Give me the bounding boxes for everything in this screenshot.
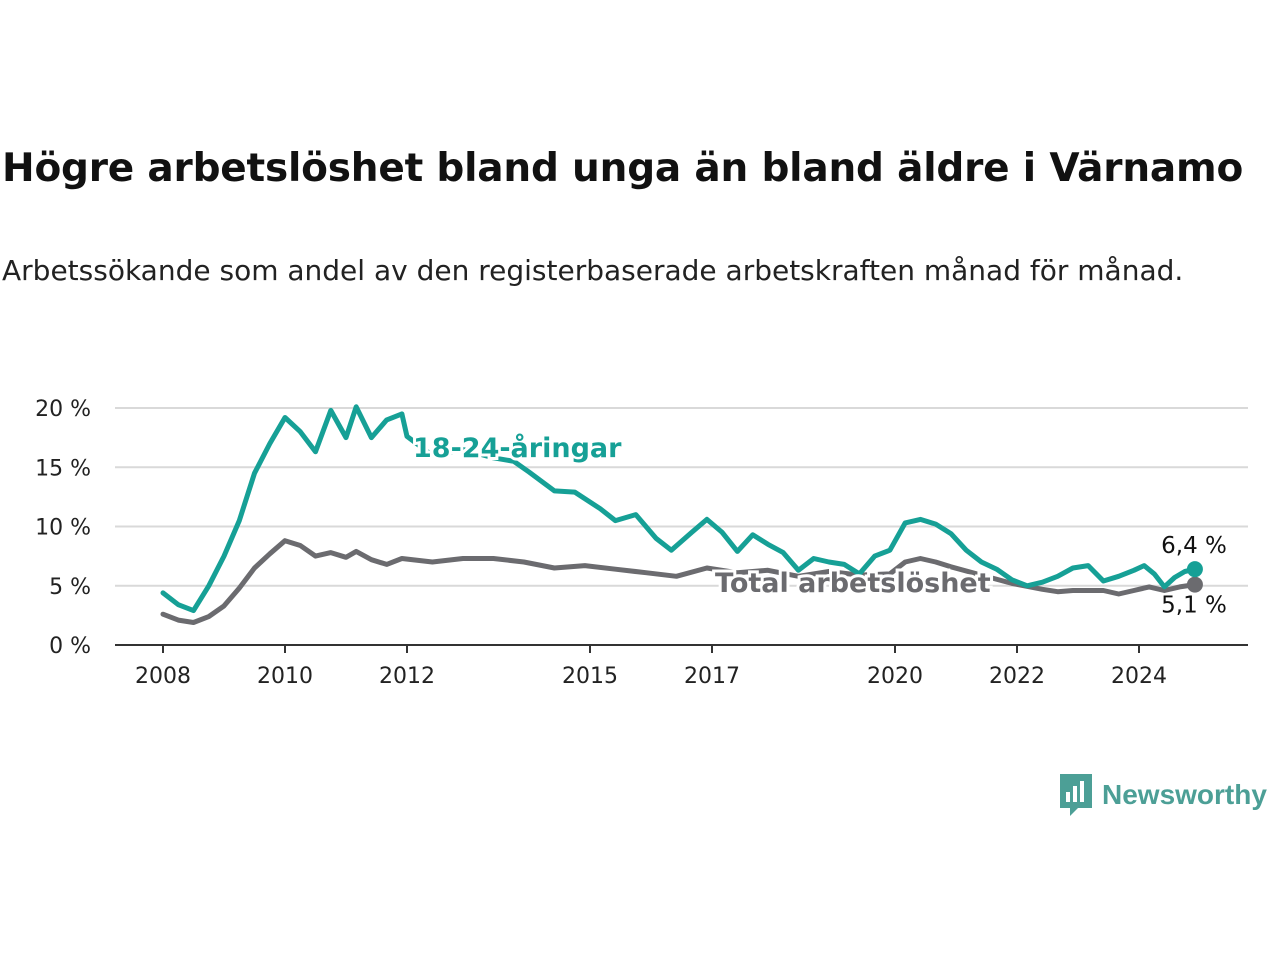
chart-title: Högre arbetslöshet bland unga än bland ä… xyxy=(2,146,1244,191)
brand-logo: Newsworthy xyxy=(1058,772,1267,818)
series-label-total: Total arbetslöshet xyxy=(715,568,991,599)
y-tick-label: 15 % xyxy=(35,456,91,481)
y-tick-label: 5 % xyxy=(49,575,91,600)
y-tick-label: 10 % xyxy=(35,516,91,541)
x-tick-label: 2012 xyxy=(379,664,435,689)
x-tick-label: 2015 xyxy=(562,664,618,689)
series-lines xyxy=(160,404,1203,625)
end-point-youth xyxy=(1186,561,1203,578)
x-tick-label: 2008 xyxy=(135,664,191,689)
end-label-total: 5,1 % xyxy=(1161,593,1227,619)
series-label-youth: 18-24-åringar xyxy=(413,432,622,464)
x-tick-label: 2010 xyxy=(257,664,313,689)
y-tick-label: 0 % xyxy=(49,634,91,659)
x-tick-label: 2020 xyxy=(867,664,923,689)
series-line-youth xyxy=(160,404,1198,614)
gridlines xyxy=(115,407,1248,587)
chart-subtitle: Arbetssökande som andel av den registerb… xyxy=(2,254,1184,287)
x-tick-label: 2022 xyxy=(989,664,1045,689)
brand-name: Newsworthy xyxy=(1102,779,1267,810)
series-line-total xyxy=(160,538,1198,625)
end-point-total xyxy=(1186,576,1203,593)
x-tick-label: 2024 xyxy=(1111,664,1167,689)
x-tick-label: 2017 xyxy=(684,664,740,689)
line-chart: 0 %5 %10 %15 %20 % 2008 2010 2012 2015 2017 2… xyxy=(35,397,1248,689)
newsworthy-logo-icon xyxy=(1060,774,1092,816)
series-labels: 18-24-åringar Total arbetslöshet 6,4 % 5,1 … xyxy=(410,429,1227,619)
y-axis: 0 % 5 % 10 % 15 % 20 % xyxy=(35,397,91,659)
x-axis: 2008 2010 2012 2015 2017 2020 2022 2024 xyxy=(115,644,1248,689)
end-label-youth: 6,4 % xyxy=(1161,533,1227,559)
y-tick-label: 20 % xyxy=(35,397,91,422)
